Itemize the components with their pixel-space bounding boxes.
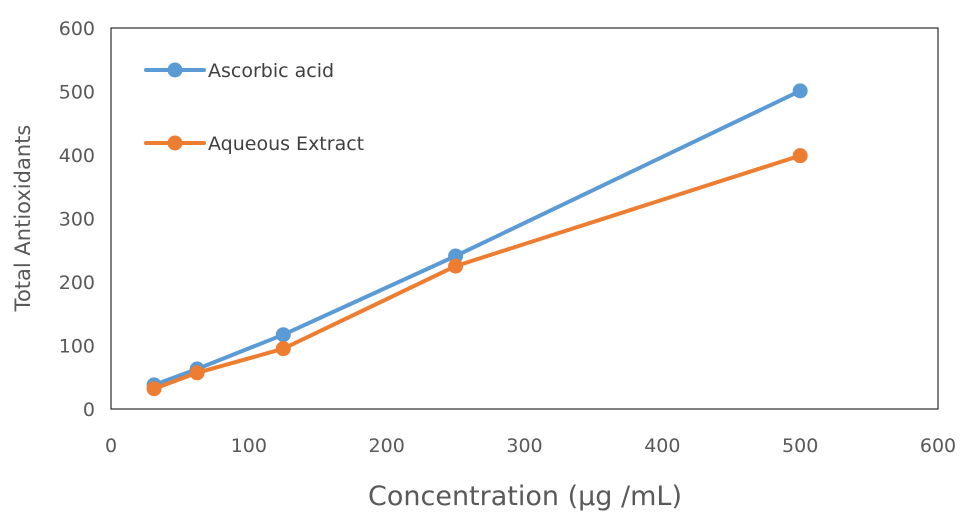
legend-swatch-marker (167, 135, 183, 151)
series-layer (146, 83, 808, 397)
legend-label: Ascorbic acid (208, 60, 334, 82)
data-point-series-1 (792, 83, 808, 99)
x-tick-labels: 0 100 200 300 400 500 600 (105, 435, 956, 457)
y-tick-label: 100 (59, 336, 95, 358)
plot-area-frame (110, 27, 939, 410)
y-tick-labels: 0 100 200 300 400 500 600 (59, 18, 95, 421)
series-line-2 (152, 153, 803, 391)
data-point-series-2 (792, 148, 808, 164)
data-point-series-2 (275, 341, 291, 357)
y-tick-label: 500 (59, 82, 95, 104)
x-tick-label: 600 (920, 435, 956, 457)
y-axis-title: Total Antioxidants (11, 125, 35, 313)
x-tick-label: 500 (782, 435, 818, 457)
legend-swatch-marker (167, 62, 183, 78)
x-tick-label: 400 (644, 435, 680, 457)
x-tick-label: 300 (506, 435, 542, 457)
legend-label: Aqueous Extract (208, 133, 364, 155)
data-point-series-2 (189, 365, 205, 381)
x-tick-label: 0 (105, 435, 117, 457)
y-tick-label: 0 (83, 399, 95, 421)
y-tick-label: 600 (59, 18, 95, 40)
y-tick-label: 200 (59, 272, 95, 294)
y-tick-label: 400 (59, 145, 95, 167)
data-point-series-2 (448, 258, 464, 274)
legend: Ascorbic acid Aqueous Extract (144, 60, 364, 155)
x-tick-label: 200 (369, 435, 405, 457)
data-point-series-1 (275, 327, 291, 343)
y-tick-label: 300 (59, 209, 95, 231)
x-axis-title: Concentration (μg /mL) (368, 481, 682, 512)
x-tick-label: 100 (231, 435, 267, 457)
data-point-series-2 (146, 381, 162, 397)
